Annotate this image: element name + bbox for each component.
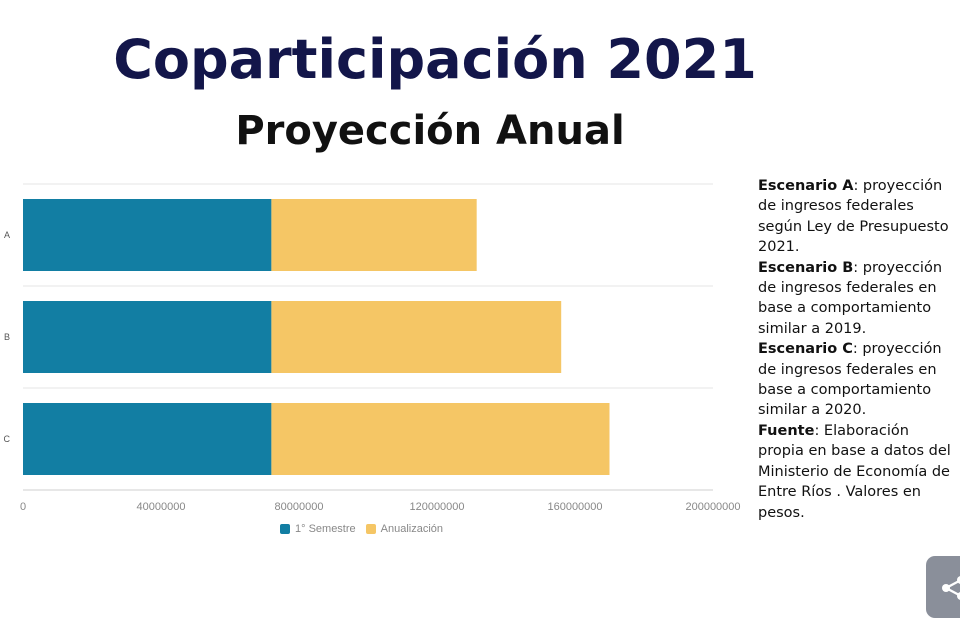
legend-swatch-anualizacion bbox=[365, 524, 376, 534]
legend-item-anualizacion[interactable]: Anualización bbox=[365, 523, 444, 535]
x-tick-label: 120000000 bbox=[409, 501, 464, 513]
bar-b-series-1 bbox=[23, 301, 272, 373]
note-label: Escenario A bbox=[758, 178, 854, 194]
note-label: Escenario B bbox=[758, 259, 854, 276]
note-escenario-b: Escenario B: proyección de ingresos fede… bbox=[758, 258, 958, 340]
note-text: : Elaboración propia en base a datos del… bbox=[758, 422, 951, 521]
legend-label-anualizacion: Anualización bbox=[380, 523, 444, 535]
page-subtitle: Proyección Anual bbox=[235, 108, 625, 154]
note-text: : proyección de ingresos federales en ba… bbox=[758, 259, 943, 337]
note-text: : proyección de ingresos federales según… bbox=[758, 178, 949, 256]
share-button[interactable] bbox=[926, 556, 960, 618]
note-fuente: Fuente: Elaboración propia en base a dat… bbox=[758, 421, 958, 523]
scenario-notes: Escenario A: proyección de ingresos fede… bbox=[758, 176, 958, 523]
x-tick-label: 200000000 bbox=[685, 501, 740, 513]
share-icon bbox=[942, 576, 960, 600]
x-tick-label: 80000000 bbox=[275, 501, 324, 513]
legend-label-semestre: 1° Semestre bbox=[295, 523, 356, 535]
x-tick-label: 0 bbox=[20, 501, 26, 513]
bar-c-series-1 bbox=[23, 403, 272, 475]
category-label: C bbox=[4, 434, 11, 444]
legend-swatch-semestre bbox=[280, 524, 290, 534]
note-label: Escenario C bbox=[758, 341, 853, 358]
x-tick-label: 40000000 bbox=[137, 501, 186, 513]
category-label: B bbox=[4, 332, 10, 342]
bar-a-series-1 bbox=[23, 199, 272, 271]
note-text: : proyección de ingresos federales en ba… bbox=[758, 341, 942, 419]
note-escenario-a: Escenario A: proyección de ingresos fede… bbox=[758, 176, 958, 258]
bar-b-series-2 bbox=[271, 301, 562, 373]
legend-item-semestre[interactable]: 1° Semestre bbox=[280, 523, 356, 535]
category-label: A bbox=[4, 230, 10, 240]
stacked-bar-chart: A B C 0 40000000 80000000 120000000 160000000 20… bbox=[4, 183, 741, 513]
page-title: Coparticipación 2021 bbox=[113, 28, 757, 91]
bar-c-series-2 bbox=[271, 403, 610, 475]
x-tick-label: 160000000 bbox=[547, 501, 602, 513]
note-label: Fuente bbox=[758, 422, 815, 439]
bar-a-series-2 bbox=[271, 199, 477, 271]
chart-legend: 1° Semestre Anualización bbox=[280, 523, 453, 535]
note-escenario-c: Escenario C: proyección de ingresos fede… bbox=[758, 339, 958, 421]
